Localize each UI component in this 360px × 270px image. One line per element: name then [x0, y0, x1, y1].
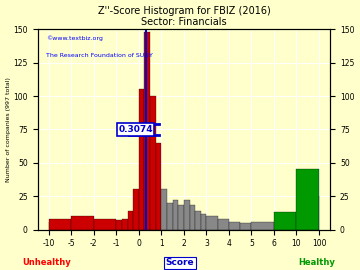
Bar: [201, 214, 206, 230]
Bar: [189, 205, 195, 230]
Y-axis label: Number of companies (997 total): Number of companies (997 total): [5, 77, 10, 182]
Bar: [122, 219, 127, 230]
Text: ©www.textbiz.org: ©www.textbiz.org: [46, 35, 103, 41]
Bar: [150, 96, 156, 230]
Bar: [206, 216, 218, 230]
Text: Unhealthy: Unhealthy: [22, 258, 71, 267]
Bar: [167, 203, 173, 230]
Bar: [251, 221, 274, 229]
Bar: [161, 190, 167, 230]
Text: Score: Score: [166, 258, 194, 267]
Text: 0.3074: 0.3074: [118, 125, 153, 134]
Bar: [296, 170, 319, 230]
Bar: [184, 200, 189, 230]
Bar: [133, 190, 139, 230]
Title: Z''-Score Histogram for FBIZ (2016)
Sector: Financials: Z''-Score Histogram for FBIZ (2016) Sect…: [98, 6, 270, 27]
Bar: [49, 219, 71, 230]
Bar: [71, 216, 94, 230]
Bar: [195, 211, 201, 230]
Bar: [127, 211, 133, 230]
Bar: [229, 221, 240, 229]
Bar: [156, 143, 161, 230]
Bar: [218, 219, 229, 230]
Bar: [173, 200, 178, 230]
Bar: [240, 223, 251, 230]
Bar: [144, 32, 150, 230]
Text: The Research Foundation of SUNY: The Research Foundation of SUNY: [46, 53, 153, 58]
Bar: [116, 220, 122, 230]
Bar: [94, 219, 116, 230]
Text: Healthy: Healthy: [298, 258, 335, 267]
Bar: [139, 89, 144, 229]
Bar: [178, 205, 184, 230]
Bar: [274, 212, 296, 230]
